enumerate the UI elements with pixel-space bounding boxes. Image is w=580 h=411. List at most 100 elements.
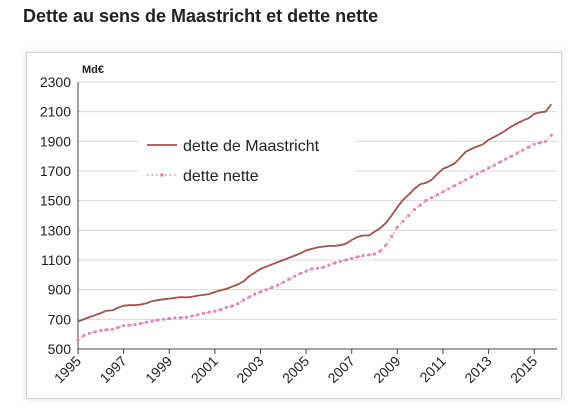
- data-point-nette: [412, 208, 416, 212]
- data-point-nette: [293, 274, 297, 278]
- data-point-nette: [515, 151, 519, 155]
- x-tick-label: 1995: [51, 353, 84, 386]
- data-point-nette: [270, 285, 274, 289]
- gridlines: [78, 81, 557, 350]
- data-point-nette: [127, 323, 131, 327]
- x-tick-label: 2009: [370, 353, 403, 386]
- legend: dette de Maastricht dette nette: [139, 128, 355, 190]
- data-point-nette: [110, 327, 114, 331]
- x-tick-label: 1997: [96, 353, 129, 386]
- data-point-nette: [424, 199, 428, 203]
- data-point-nette: [258, 290, 263, 294]
- data-point-nette: [315, 266, 320, 270]
- x-tick-label: 2001: [188, 353, 221, 386]
- data-point-nette: [350, 256, 354, 261]
- data-point-nette: [321, 265, 325, 269]
- x-tick-label: 1999: [142, 353, 175, 386]
- data-point-nette: [156, 318, 160, 322]
- x-tick-label: 2007: [324, 353, 357, 386]
- data-point-nette: [532, 142, 536, 146]
- data-point-nette: [213, 309, 217, 313]
- legend-background: [139, 128, 355, 190]
- legend-marker-nette: [160, 173, 164, 177]
- data-point-nette: [481, 169, 485, 173]
- data-point-nette: [179, 316, 183, 320]
- data-point-nette: [247, 295, 251, 299]
- data-point-nette: [184, 315, 188, 319]
- data-point-nette: [276, 283, 280, 287]
- legend-label-nette: dette nette: [183, 168, 259, 185]
- y-tick-label: 2100: [40, 104, 71, 120]
- data-point-nette: [241, 298, 245, 302]
- x-tick-label: 2005: [279, 353, 312, 386]
- data-point-nette: [361, 254, 365, 258]
- data-point-nette: [122, 324, 126, 328]
- data-point-nette: [452, 184, 456, 188]
- data-point-nette: [190, 314, 194, 318]
- data-point-nette: [167, 317, 171, 321]
- data-point-nette: [544, 139, 548, 143]
- data-point-nette: [304, 269, 308, 273]
- y-tick-label: 2300: [40, 74, 71, 90]
- y-axis-unit-label: Md€: [82, 64, 104, 76]
- data-point-nette: [418, 203, 422, 207]
- plot-series: [76, 103, 553, 342]
- y-tick-label: 1300: [40, 222, 71, 238]
- data-point-nette: [236, 302, 240, 306]
- data-point-nette: [469, 175, 474, 179]
- data-point-nette: [526, 145, 531, 149]
- page-title: Dette au sens de Maastricht et dette net…: [23, 6, 379, 26]
- data-point-nette: [475, 172, 479, 176]
- y-tick-label: 1700: [40, 163, 71, 179]
- data-point-nette: [441, 190, 445, 194]
- data-point-nette: [458, 181, 462, 185]
- data-point-nette: [367, 253, 371, 257]
- data-point-nette: [201, 311, 206, 315]
- data-point-nette: [498, 160, 502, 164]
- data-point-nette: [87, 331, 91, 335]
- data-point-nette: [504, 157, 508, 161]
- data-point-nette: [355, 255, 359, 259]
- data-point-nette: [150, 319, 154, 323]
- data-point-nette: [338, 259, 342, 264]
- y-tick-label: 1100: [41, 252, 71, 268]
- series-line-maastricht: [77, 103, 553, 323]
- data-point-nette: [327, 263, 331, 267]
- legend-label-maastricht: dette de Maastricht: [183, 138, 320, 155]
- data-point-nette: [378, 249, 382, 253]
- data-point-nette: [447, 187, 451, 191]
- y-tick-label: 500: [48, 341, 72, 357]
- x-axis: 1995 1997 1999 2001 2003 2005 2007 2009 2011 2013…: [51, 348, 557, 386]
- data-point-nette: [310, 267, 314, 271]
- data-point-nette: [390, 234, 394, 238]
- data-point-nette: [287, 277, 291, 281]
- data-point-nette: [196, 313, 200, 317]
- data-point-nette: [401, 219, 405, 223]
- y-axis: 500 700 900 1100 1300 1500 1700 1900 2100 2300: [40, 74, 79, 357]
- data-point-nette: [281, 280, 285, 284]
- data-point-nette: [219, 308, 223, 312]
- data-point-nette: [372, 252, 377, 256]
- x-tick-label: 2013: [461, 353, 494, 386]
- data-point-nette: [139, 321, 143, 326]
- data-point-nette: [173, 316, 177, 320]
- data-point-nette: [253, 292, 257, 296]
- data-point-nette: [116, 325, 120, 330]
- data-point-nette: [487, 166, 491, 170]
- y-tick-label: 1500: [40, 193, 71, 209]
- data-point-nette: [82, 334, 86, 338]
- data-point-nette: [76, 338, 80, 342]
- data-point-nette: [333, 261, 337, 265]
- data-point-nette: [549, 133, 553, 137]
- data-point-nette: [407, 213, 411, 218]
- data-point-nette: [344, 258, 348, 262]
- line-chart: 500 700 900 1100 1300 1500 1700 1900 2100 2300 19…: [40, 64, 557, 386]
- y-tick-label: 1900: [40, 133, 71, 149]
- data-point-nette: [464, 178, 468, 182]
- x-tick-label: 2011: [416, 353, 449, 386]
- data-point-nette: [492, 163, 496, 167]
- data-point-nette: [521, 148, 525, 152]
- x-tick-label: 2003: [233, 353, 266, 386]
- x-tick-label: 2015: [507, 353, 540, 386]
- data-point-nette: [93, 330, 97, 334]
